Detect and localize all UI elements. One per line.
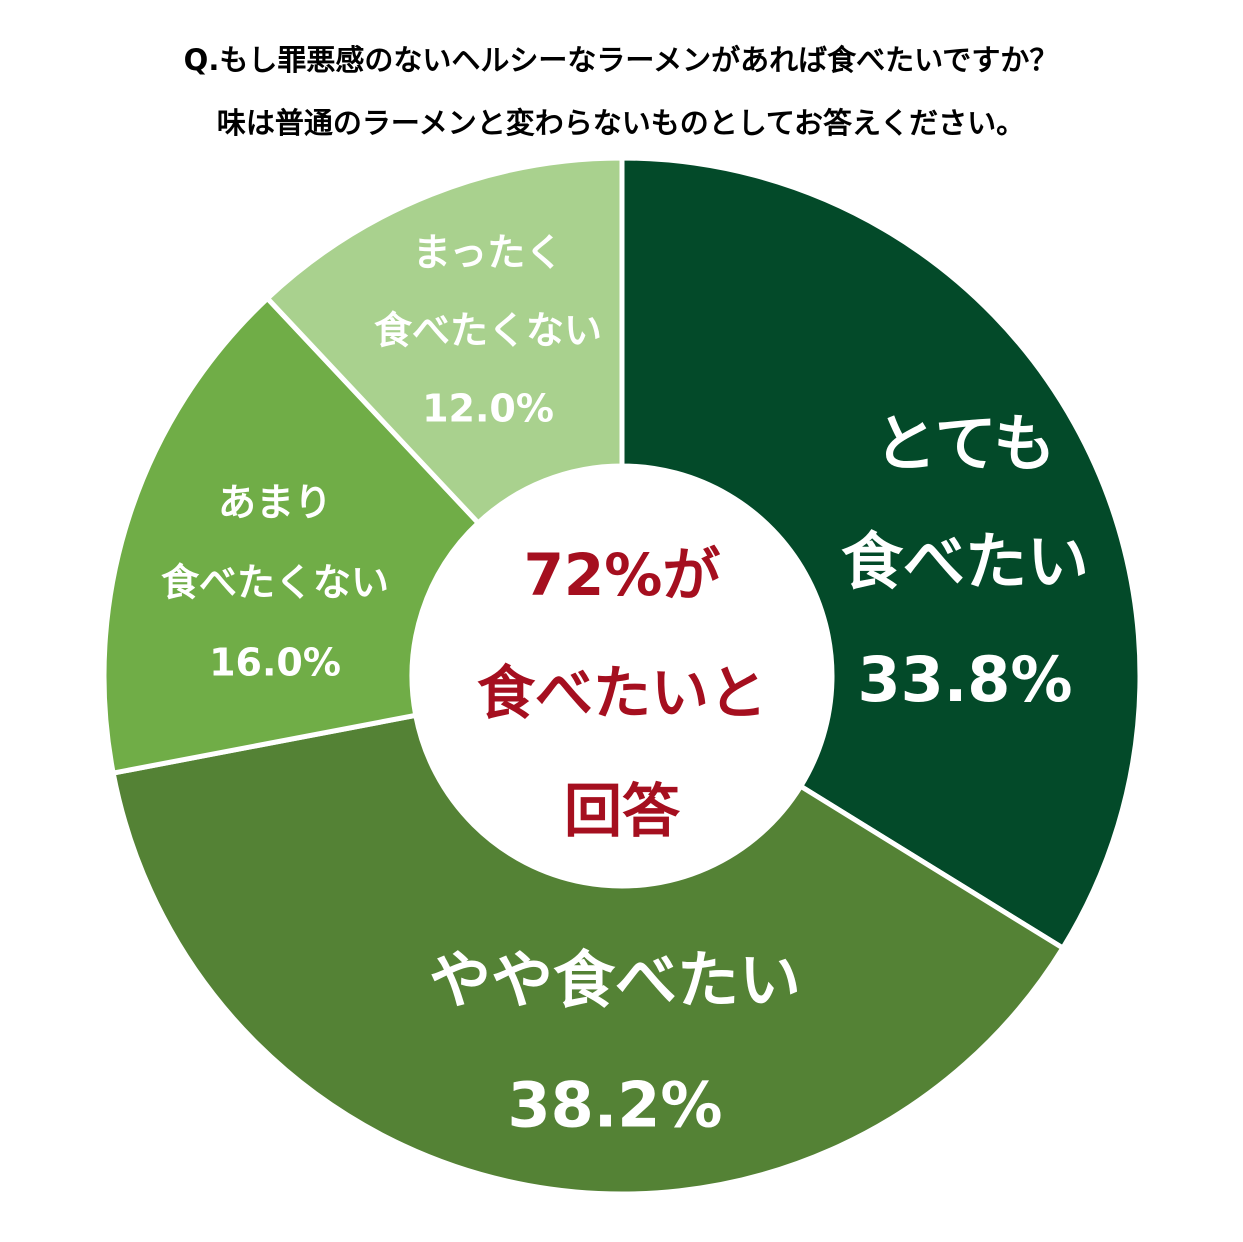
chart-title: 味は普通のラーメンと変わらないものとしてお答えください。 xyxy=(217,106,1025,140)
slice-label: 食べたい xyxy=(841,525,1089,598)
value-label: 12.0% xyxy=(422,387,554,431)
slice-label: あまり xyxy=(218,481,332,525)
center-annotation: 72%が xyxy=(524,541,721,609)
center-annotation: 回答 xyxy=(564,777,681,845)
slice-label: 食べたくない xyxy=(374,309,602,353)
slice xyxy=(110,712,1067,1197)
chart-title: Q.もし罪悪感のないヘルシーなラーメンがあれば食べたいですか？ xyxy=(184,43,1059,77)
slice-label: まったく xyxy=(413,231,563,275)
center-annotation: 食べたいと xyxy=(477,659,767,727)
value-label: 38.2% xyxy=(507,1069,722,1142)
value-label: 33.8% xyxy=(857,643,1072,716)
slice-label: やや食べたい xyxy=(429,944,801,1017)
slice-label: とても xyxy=(874,407,1055,480)
slice-label: 食べたくない xyxy=(161,561,389,605)
center-hole xyxy=(412,466,832,886)
slice xyxy=(619,155,1143,952)
value-label: 16.0% xyxy=(209,641,341,685)
